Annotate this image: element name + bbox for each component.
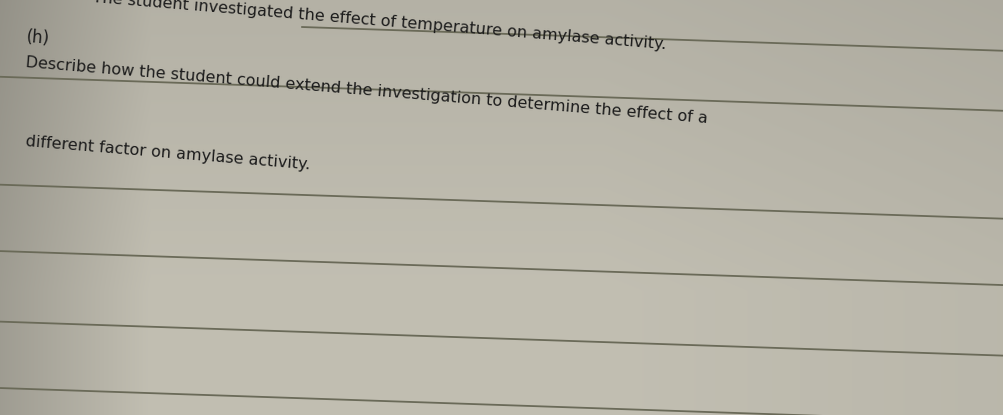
Text: The student investigated the effect of temperature on amylase activity.: The student investigated the effect of t… [92,0,667,52]
Text: (h): (h) [25,28,50,48]
Text: Describe how the student could extend the investigation to determine the effect : Describe how the student could extend th… [25,56,708,127]
Text: different factor on amylase activity.: different factor on amylase activity. [25,134,311,172]
